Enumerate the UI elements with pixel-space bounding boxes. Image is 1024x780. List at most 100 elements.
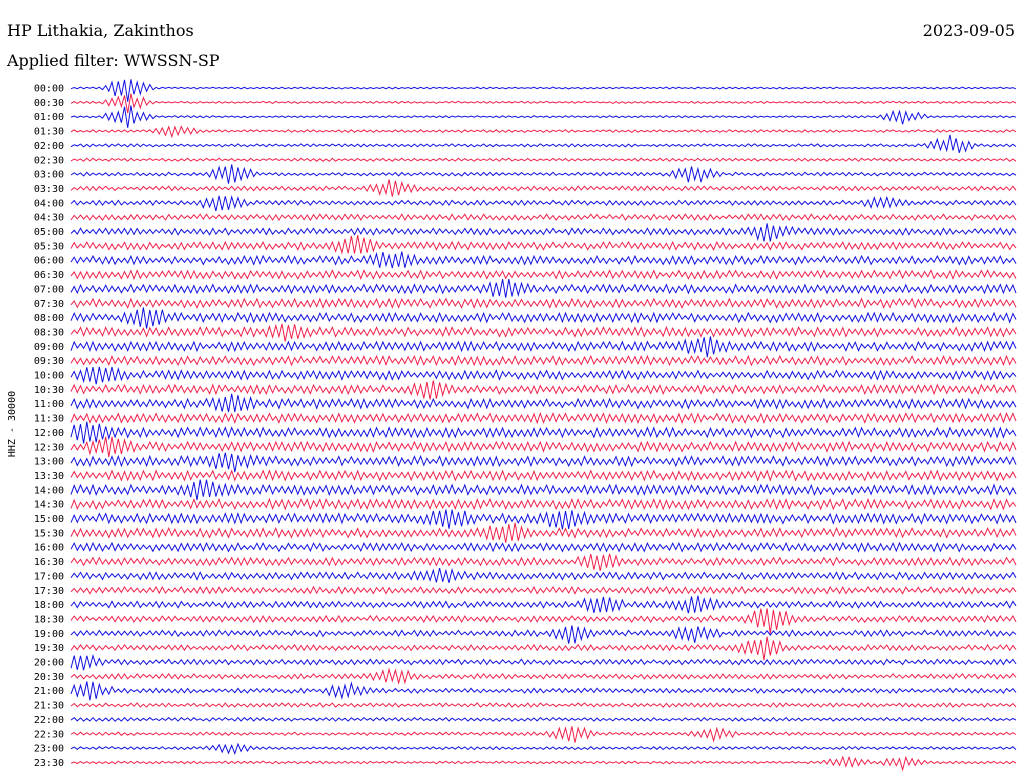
row-time-label: 23:30 — [34, 758, 64, 769]
row-time-label: 15:00 — [34, 514, 64, 525]
trace-row — [70, 279, 1017, 298]
trace-row — [70, 625, 1017, 644]
row-time-label: 20:00 — [34, 658, 64, 669]
row-time-label: 19:30 — [34, 643, 64, 654]
row-time-label: 10:00 — [34, 371, 64, 382]
row-time-label: 18:30 — [34, 614, 64, 625]
row-time-label: 08:30 — [34, 327, 64, 338]
row-time-label: 04:30 — [34, 213, 64, 224]
trace-row — [70, 681, 1017, 701]
row-time-label: 11:00 — [34, 399, 64, 410]
trace-row — [70, 636, 1017, 661]
trace-row — [70, 595, 1017, 614]
trace-row — [70, 608, 1017, 634]
row-time-label: 17:00 — [34, 571, 64, 582]
row-time-label: 00:00 — [34, 84, 64, 95]
trace-row — [70, 716, 1017, 722]
trace-row — [70, 366, 1017, 385]
row-time-label: 06:30 — [34, 270, 64, 281]
row-time-label: 21:30 — [34, 701, 64, 712]
trace-row — [70, 411, 1017, 425]
trace-row — [70, 380, 1017, 400]
row-time-label: 02:00 — [34, 141, 64, 152]
trace-row — [70, 421, 1017, 444]
trace-row — [70, 79, 1017, 102]
trace-row — [70, 667, 1017, 685]
row-time-label: 22:30 — [34, 729, 64, 740]
trace-row — [70, 269, 1017, 281]
y-axis-label: HHZ - 30000 — [7, 391, 18, 457]
trace-row — [70, 755, 1017, 772]
row-time-label: 07:30 — [34, 299, 64, 310]
row-time-label: 12:30 — [34, 442, 64, 453]
trace-row — [70, 436, 1017, 458]
row-time-label: 16:30 — [34, 557, 64, 568]
row-time-label: 13:30 — [34, 471, 64, 482]
trace-row — [70, 585, 1017, 595]
trace-row — [70, 307, 1017, 329]
row-time-label: 07:00 — [34, 284, 64, 295]
trace-row — [70, 323, 1017, 342]
trace-row — [70, 93, 1017, 114]
trace-row — [70, 195, 1017, 212]
row-time-label: 16:00 — [34, 543, 64, 554]
trace-row — [70, 105, 1017, 128]
row-time-label: 08:00 — [34, 313, 64, 324]
trace-row — [70, 567, 1017, 584]
row-time-label: 18:00 — [34, 600, 64, 611]
row-time-label: 06:00 — [34, 256, 64, 267]
trace-row — [70, 251, 1017, 269]
trace-row — [70, 393, 1017, 413]
row-time-label: 04:00 — [34, 198, 64, 209]
trace-row — [70, 653, 1017, 671]
row-time-label: 11:30 — [34, 414, 64, 425]
row-time-label: 13:00 — [34, 457, 64, 468]
trace-row — [70, 541, 1017, 553]
row-time-label: 09:30 — [34, 356, 64, 367]
row-time-label: 19:00 — [34, 629, 64, 640]
trace-row — [70, 553, 1017, 571]
trace-row — [70, 509, 1017, 530]
row-label-group: 00:00 00:30 01:00 01:30 02:00 02:30 03:00 03:30… — [34, 84, 64, 769]
trace-row — [70, 497, 1017, 511]
trace-row — [70, 354, 1017, 367]
trace-row — [70, 522, 1017, 543]
trace-group — [70, 79, 1017, 772]
row-time-label: 05:30 — [34, 241, 64, 252]
date-label: 2023-09-05 — [923, 21, 1015, 40]
trace-row — [70, 235, 1017, 255]
row-time-label: 22:00 — [34, 715, 64, 726]
row-time-label: 23:00 — [34, 744, 64, 755]
station-title: HP Lithakia, Zakinthos — [7, 21, 194, 40]
trace-row — [70, 479, 1017, 501]
row-time-label: 12:00 — [34, 428, 64, 439]
row-time-label: 03:00 — [34, 170, 64, 181]
row-time-label: 03:30 — [34, 184, 64, 195]
row-time-label: 20:30 — [34, 672, 64, 683]
row-time-label: 09:00 — [34, 342, 64, 353]
row-time-label: 10:30 — [34, 385, 64, 396]
row-time-label: 21:00 — [34, 686, 64, 697]
trace-row — [70, 157, 1017, 162]
trace-row — [70, 164, 1017, 184]
row-time-label: 14:30 — [34, 500, 64, 511]
trace-row — [70, 742, 1017, 755]
row-time-label: 17:30 — [34, 586, 64, 597]
trace-row — [70, 297, 1017, 310]
trace-row — [70, 213, 1017, 222]
trace-row — [70, 726, 1017, 743]
trace-row — [70, 469, 1017, 482]
row-time-label: 15:30 — [34, 528, 64, 539]
trace-row — [70, 125, 1017, 139]
row-time-label: 02:30 — [34, 155, 64, 166]
row-time-label: 01:00 — [34, 112, 64, 123]
trace-row — [70, 452, 1017, 473]
row-time-label: 00:30 — [34, 98, 64, 109]
trace-row — [70, 134, 1017, 153]
row-time-label: 14:00 — [34, 485, 64, 496]
trace-row — [70, 336, 1017, 358]
filter-label: Applied filter: WWSSN-SP — [6, 51, 220, 70]
trace-row — [70, 223, 1017, 242]
row-time-label: 01:30 — [34, 127, 64, 138]
